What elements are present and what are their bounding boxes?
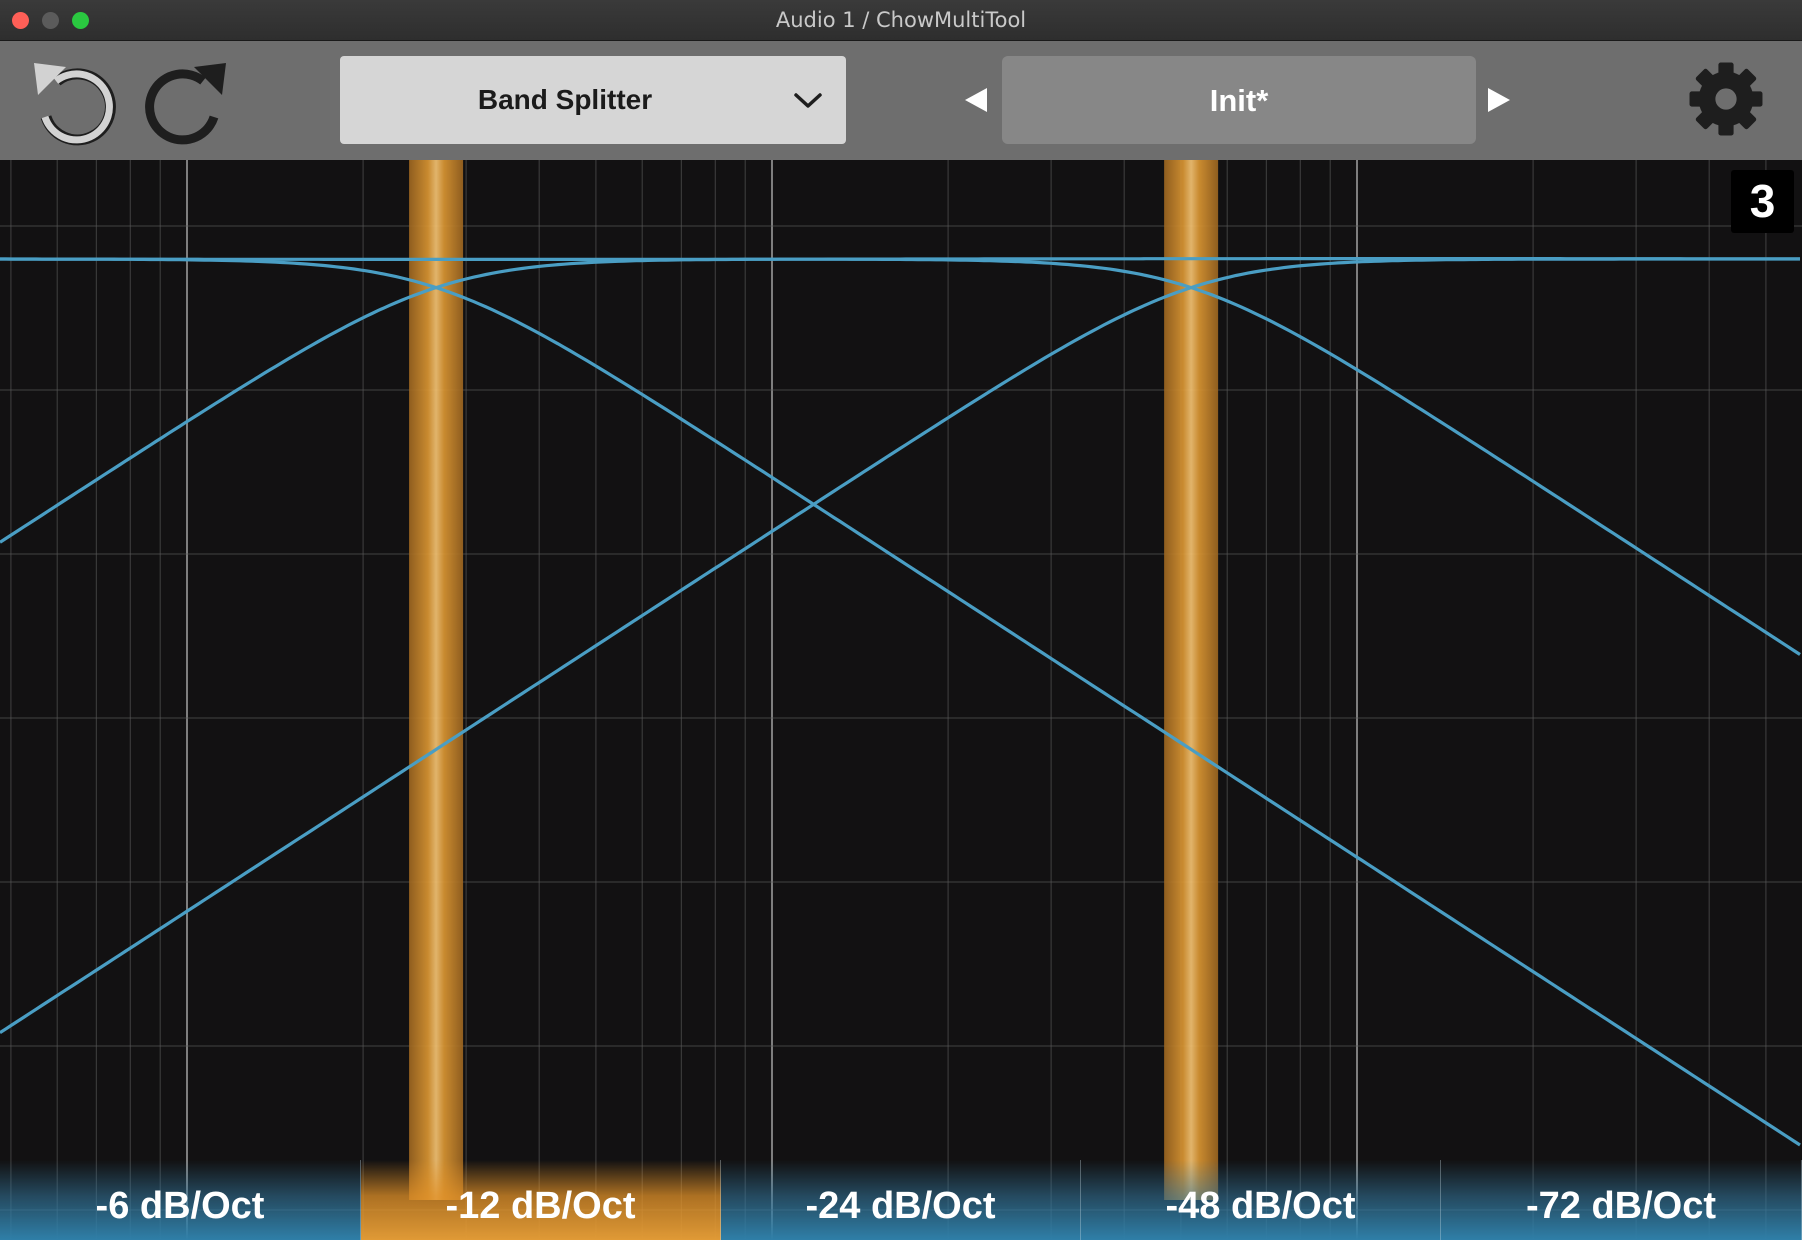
minimize-window-button[interactable] [42,12,59,29]
window-title: Audio 1 / ChowMultiTool [775,8,1027,32]
slope-tab[interactable]: -48 dB/Oct [1081,1160,1441,1240]
slope-tab-label: -6 dB/Oct [95,1185,265,1227]
sum-curve [0,257,1800,261]
title-bar: Audio 1 / ChowMultiTool [0,0,1802,41]
plot-grid [0,160,1802,1240]
module-dropdown-label: Band Splitter [477,84,653,115]
close-window-button[interactable] [12,12,29,29]
undo-icon[interactable] [30,59,120,149]
slope-tab[interactable]: -24 dB/Oct [721,1160,1081,1240]
mid-band-curve [0,257,1801,656]
slope-selector: -6 dB/Oct -12 dB/Oct -24 dB/Oct -48 dB/O… [0,1160,1802,1240]
crossover-handles [409,160,1219,1200]
chevron-down-icon [794,93,822,108]
preset-name: Init* [1209,83,1269,118]
plot-canvas [0,160,1802,1240]
frequency-response-plot[interactable]: 3 -6 dB/Oct -12 dB/Oct -24 dB/Oct -48 dB… [0,160,1802,1240]
slope-tab-label: -24 dB/Oct [805,1185,996,1227]
crossover-handle[interactable] [1164,160,1219,1200]
high-band-curve [0,257,1800,1035]
module-dropdown[interactable]: Band Splitter [340,56,846,144]
gear-icon[interactable] [1688,61,1764,137]
band-response-curves [0,257,1801,1147]
slope-tab-label: -72 dB/Oct [1525,1185,1717,1227]
slope-tab[interactable]: -12 dB/Oct [361,1160,721,1240]
slope-tab[interactable]: -6 dB/Oct [0,1160,361,1240]
band-count-badge: 3 [1731,170,1794,233]
preset-selector[interactable]: Init* [1002,56,1476,144]
slope-tab-label: -12 dB/Oct [445,1185,636,1227]
low-band-curve [0,257,1801,1147]
next-preset-arrow-icon[interactable] [1486,86,1512,114]
previous-preset-arrow-icon[interactable] [963,86,989,114]
slope-tab-label: -48 dB/Oct [1165,1185,1356,1227]
crossover-handle[interactable] [409,160,464,1200]
toolbar: Band Splitter Init* [0,41,1802,160]
zoom-window-button[interactable] [72,12,89,29]
slope-tab[interactable]: -72 dB/Oct [1441,1160,1802,1240]
redo-icon[interactable] [140,59,230,149]
